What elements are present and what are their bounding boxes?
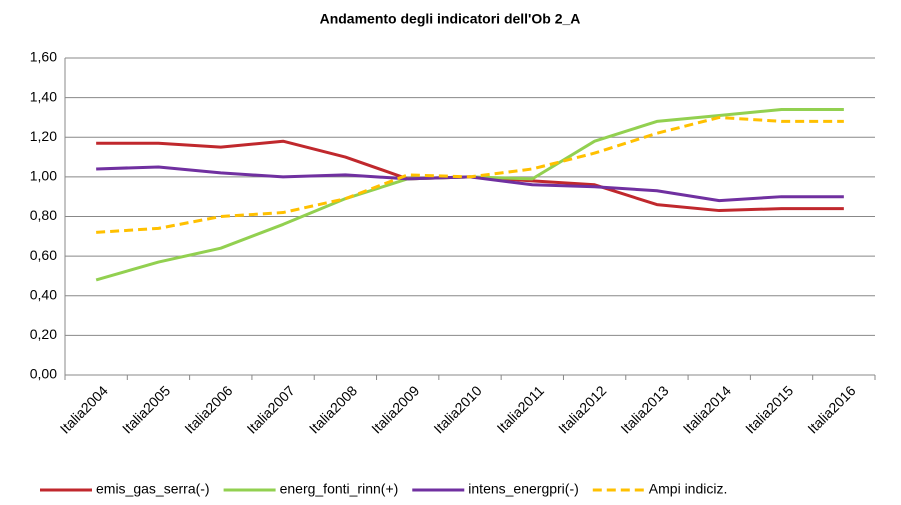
x-tick-label: Italia2010 bbox=[430, 382, 484, 436]
chart-title: Andamento degli indicatori dell'Ob 2_A bbox=[320, 11, 581, 27]
series-line bbox=[95, 108, 844, 282]
legend-label: energ_fonti_rinn(+) bbox=[280, 481, 399, 497]
y-tick-label: 1,20 bbox=[30, 128, 57, 144]
x-tick-label: Italia2016 bbox=[804, 382, 858, 436]
y-tick-label: 0,00 bbox=[30, 366, 57, 382]
y-tick-label: 0,20 bbox=[30, 326, 57, 342]
x-tick-label: Italia2004 bbox=[57, 382, 111, 436]
y-tick-label: 1,00 bbox=[30, 168, 57, 184]
x-tick-label: Italia2015 bbox=[742, 382, 796, 436]
y-tick-label: 0,40 bbox=[30, 286, 57, 302]
x-tick-label: Italia2006 bbox=[181, 382, 235, 436]
y-tick-label: 1,60 bbox=[30, 49, 57, 65]
series-line bbox=[96, 165, 844, 203]
x-tick-label: Italia2009 bbox=[368, 382, 422, 436]
x-tick-label: Italia2008 bbox=[306, 382, 360, 436]
x-tick-label: Italia2014 bbox=[680, 382, 734, 436]
y-tick-label: 1,40 bbox=[30, 88, 57, 104]
x-tick-label: Italia2011 bbox=[494, 382, 548, 436]
series-line bbox=[96, 115, 844, 234]
legend-label: intens_energpri(-) bbox=[468, 481, 579, 497]
x-tick-label: Italia2013 bbox=[617, 382, 671, 436]
legend-label: emis_gas_serra(-) bbox=[96, 481, 210, 497]
y-tick-label: 0,60 bbox=[30, 247, 57, 263]
x-tick-label: Italia2005 bbox=[119, 382, 173, 436]
x-tick-label: Italia2007 bbox=[244, 382, 298, 436]
x-tick-label: Italia2012 bbox=[555, 382, 609, 436]
legend-label: Ampi indiciz. bbox=[649, 481, 728, 497]
y-tick-label: 0,80 bbox=[30, 207, 57, 223]
